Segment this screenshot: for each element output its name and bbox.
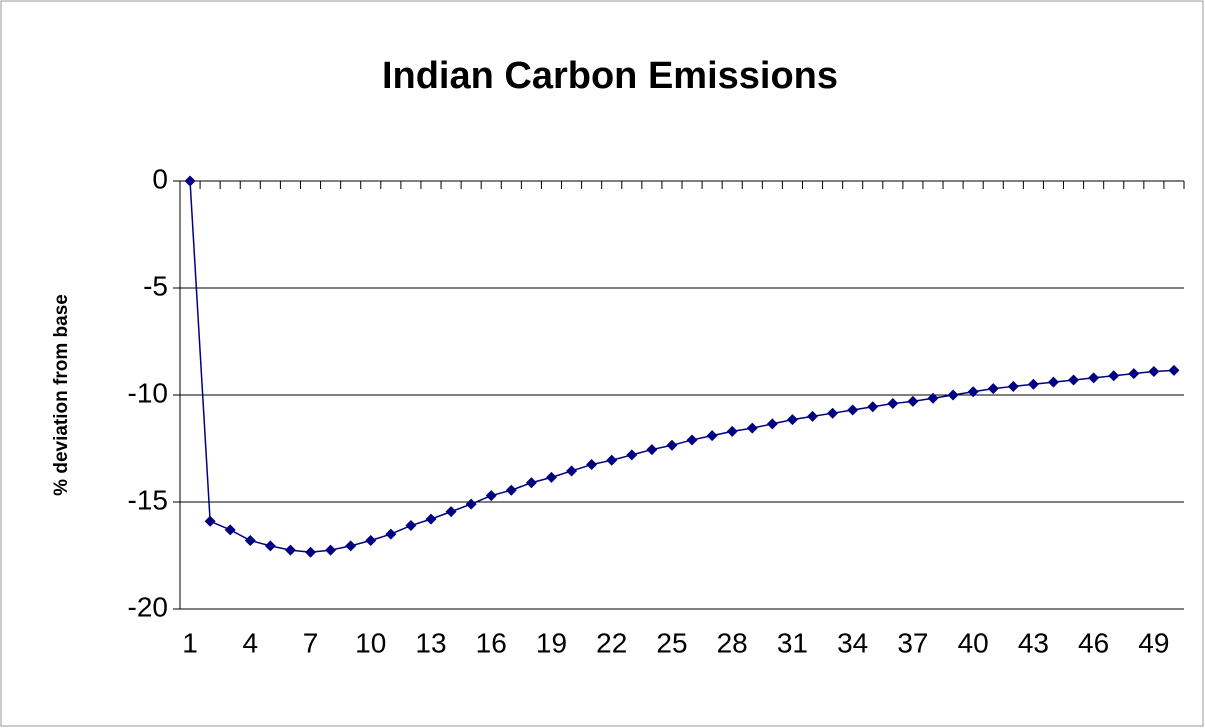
data-point	[1148, 365, 1160, 377]
x-tick-label: 1	[182, 627, 198, 658]
data-point	[646, 444, 658, 456]
data-point	[827, 407, 839, 419]
data-point	[465, 498, 477, 510]
data-point	[726, 425, 738, 437]
data-point	[907, 395, 919, 407]
data-point	[686, 434, 698, 446]
data-point	[425, 513, 437, 525]
x-tick-label: 16	[476, 627, 507, 658]
x-tick-label: 13	[415, 627, 446, 658]
x-tick-label: 22	[596, 627, 627, 658]
data-point	[525, 477, 537, 489]
data-point	[746, 422, 758, 434]
data-point	[606, 454, 618, 466]
data-point	[967, 386, 979, 398]
data-point	[385, 528, 397, 540]
data-point	[947, 389, 959, 401]
data-point	[184, 175, 196, 187]
data-point	[365, 535, 377, 547]
data-point	[1068, 374, 1080, 386]
data-point	[666, 439, 678, 451]
data-point	[566, 465, 578, 477]
data-point	[626, 449, 638, 461]
x-tick-label: 37	[897, 627, 928, 658]
x-tick-label: 34	[837, 627, 868, 658]
data-point	[887, 398, 899, 410]
data-point	[1128, 368, 1140, 380]
chart-title: Indian Carbon Emissions	[382, 55, 838, 97]
data-point	[345, 540, 357, 552]
data-point	[706, 430, 718, 442]
data-point	[305, 546, 317, 558]
x-tick-label: 49	[1138, 627, 1169, 658]
data-point	[927, 392, 939, 404]
data-point	[766, 418, 778, 430]
data-point	[405, 520, 417, 532]
data-point	[1108, 370, 1120, 382]
x-tick-label: 43	[1018, 627, 1049, 658]
data-point	[224, 524, 236, 536]
data-point	[847, 404, 859, 416]
y-axis-label: % deviation from base	[51, 294, 72, 496]
x-tick-label: 28	[717, 627, 748, 658]
y-tick-label: -15	[128, 484, 168, 515]
data-point	[505, 484, 517, 496]
x-tick-label: 40	[958, 627, 989, 658]
data-point	[244, 535, 256, 547]
data-point	[485, 490, 497, 502]
data-point	[204, 515, 216, 527]
data-point	[1047, 376, 1059, 388]
x-tick-label: 46	[1078, 627, 1109, 658]
x-tick-label: 4	[242, 627, 258, 658]
data-point	[284, 544, 296, 556]
data-point	[1007, 380, 1019, 392]
data-point	[545, 471, 557, 483]
data-point	[325, 544, 337, 556]
data-point	[1168, 364, 1180, 376]
y-tick-label: -20	[128, 591, 168, 622]
y-tick-label: 0	[152, 163, 168, 194]
x-tick-label: 31	[777, 627, 808, 658]
x-tick-label: 19	[536, 627, 567, 658]
data-point	[807, 410, 819, 422]
y-tick-label: -10	[128, 377, 168, 408]
data-point	[1088, 372, 1100, 384]
x-tick-label: 7	[303, 627, 319, 658]
data-point	[586, 459, 598, 471]
data-point	[867, 401, 879, 413]
x-tick-label: 25	[656, 627, 687, 658]
y-tick-label: -5	[143, 270, 168, 301]
data-point	[786, 414, 798, 426]
data-point	[264, 540, 276, 552]
data-point	[1027, 378, 1039, 390]
x-tick-label: 10	[355, 627, 386, 658]
data-point	[445, 506, 457, 518]
data-point	[987, 383, 999, 395]
